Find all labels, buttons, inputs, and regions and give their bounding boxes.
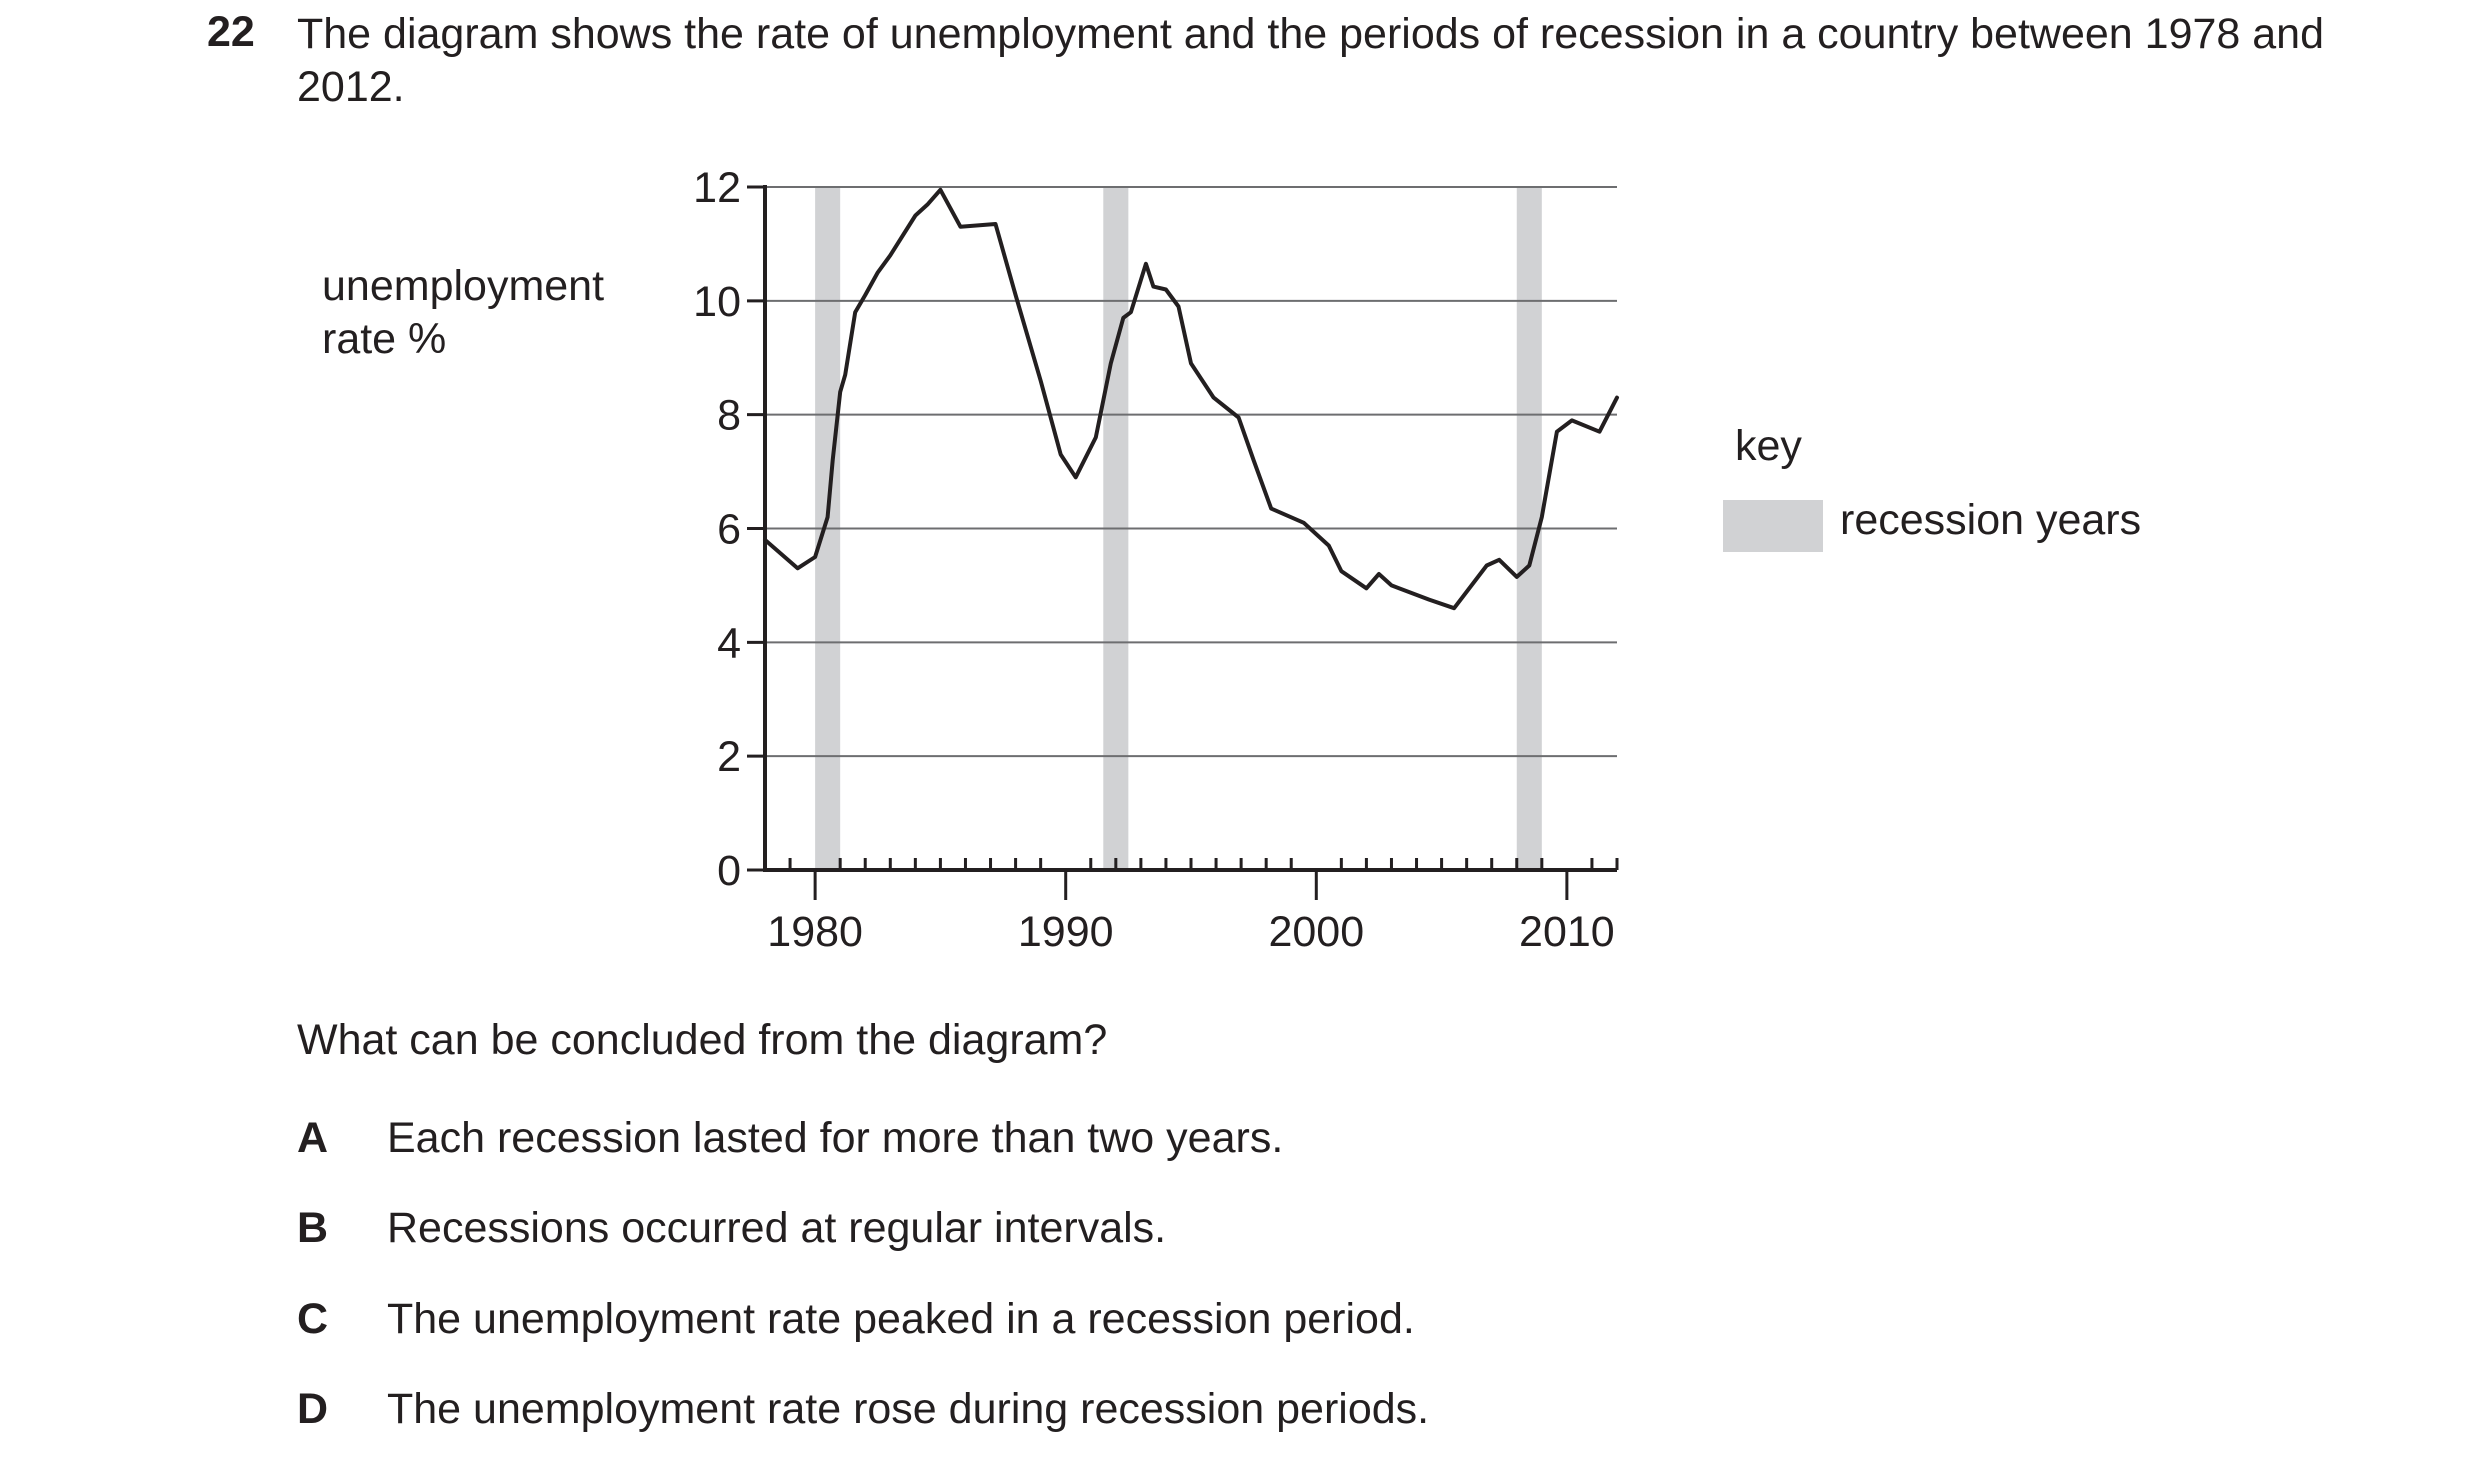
option-a[interactable]: A Each recession lasted for more than two…	[297, 1114, 1283, 1163]
question-prompt: What can be concluded from the diagram?	[297, 1016, 1108, 1064]
option-c[interactable]: C The unemployment rate peaked in a reces…	[297, 1295, 1415, 1344]
y-tick-label: 8	[717, 392, 741, 440]
y-tick-label: 4	[717, 619, 741, 667]
recession-key-label: recession years	[1840, 496, 2142, 544]
recession-key-swatch	[1723, 500, 1823, 552]
unemployment-rate-line	[763, 187, 1619, 611]
option-text: Recessions occurred at regular intervals…	[387, 1204, 1167, 1252]
y-tick-label: 2	[717, 733, 741, 781]
option-text: Each recession lasted for more than two …	[387, 1114, 1284, 1162]
option-letter: C	[297, 1295, 329, 1343]
x-tick-label: 1990	[1018, 908, 1114, 956]
option-d[interactable]: D The unemployment rate rose during reces…	[297, 1385, 1429, 1434]
y-tick-label: 10	[693, 278, 741, 326]
option-b[interactable]: B Recessions occurred at regular interval…	[297, 1204, 1166, 1253]
x-tick-label: 1980	[767, 908, 863, 956]
x-tick-label: 2010	[1519, 908, 1615, 956]
y-tick-label: 6	[717, 506, 741, 554]
option-letter: D	[297, 1385, 329, 1433]
option-text: The unemployment rate peaked in a recess…	[387, 1295, 1415, 1343]
question-number: 22	[207, 8, 255, 56]
y-tick-label: 0	[717, 847, 741, 895]
key-title: key	[1735, 422, 1802, 470]
y-axis-label: unemployment rate %	[322, 262, 605, 363]
option-letter: A	[297, 1114, 329, 1162]
question-stem: The diagram shows the rate of unemployme…	[297, 10, 2325, 111]
y-tick-label: 12	[693, 164, 741, 212]
option-letter: B	[297, 1204, 329, 1252]
x-tick-label: 2000	[1268, 908, 1364, 956]
option-text: The unemployment rate rose during recess…	[387, 1385, 1430, 1433]
